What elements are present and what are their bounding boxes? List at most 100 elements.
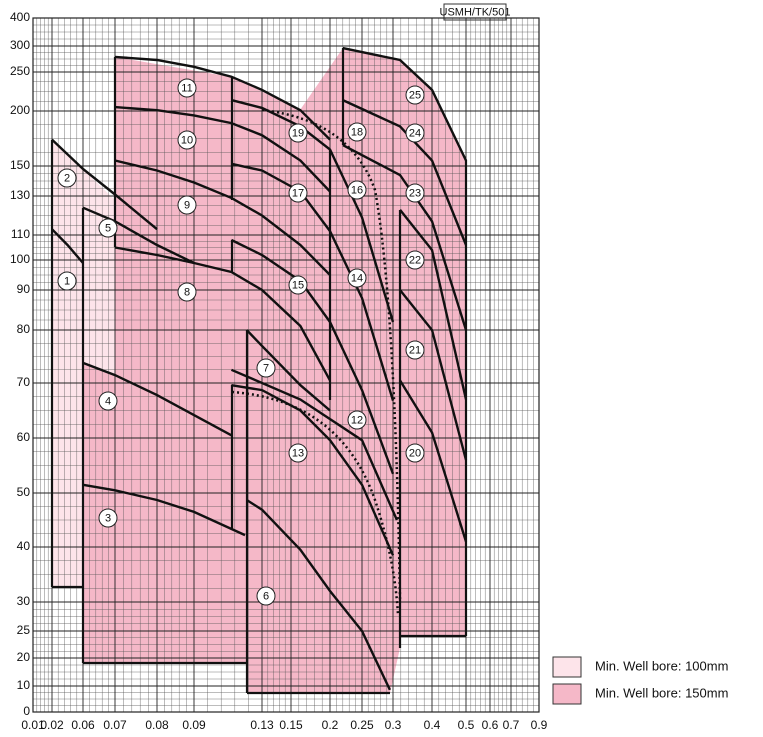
pump-curve: [231, 384, 395, 556]
pump-label: 12: [351, 414, 363, 426]
pump-label: 9: [184, 199, 190, 211]
pump-label-circle: [256, 586, 276, 606]
pump-label: 25: [409, 89, 421, 101]
region-100mm: [52, 140, 115, 587]
pump-curve: [82, 361, 232, 437]
pump-label: 4: [105, 395, 111, 407]
legend-swatch: [552, 656, 582, 678]
pump-label-circle: [177, 195, 197, 215]
pump-label-circle: [347, 268, 367, 288]
pump-label-circle: [98, 508, 118, 528]
pump-label-circle: [347, 410, 367, 430]
pump-curve: [231, 162, 395, 401]
pump-label: 8: [184, 286, 190, 298]
y-tick-label: 130: [10, 188, 30, 202]
pump-curve: [51, 228, 84, 264]
y-tick-label: 110: [11, 227, 30, 241]
pump-label-circle: [347, 122, 367, 142]
pump-label-circle: [288, 123, 308, 143]
x-tick-label: 0.01: [21, 718, 45, 732]
pump-curve: [82, 206, 195, 265]
pump-label: 16: [351, 184, 363, 196]
y-tick-label: 30: [17, 594, 31, 608]
pump-label: 5: [105, 222, 111, 234]
pump-curve: [342, 99, 468, 246]
x-tick-label: 0.6: [482, 718, 499, 732]
pump-label: 10: [181, 134, 193, 146]
pump-label-circle: [405, 340, 425, 360]
pump-label-circle: [256, 358, 276, 378]
pump-label: 6: [263, 590, 269, 602]
pump-curve: [231, 98, 395, 323]
y-tick-label: 400: [10, 10, 30, 24]
pump-label: 20: [409, 447, 421, 459]
y-tick-label: 80: [17, 322, 31, 336]
legend-swatch: [552, 683, 582, 705]
pump-label: 22: [409, 254, 421, 266]
x-tick-label: 0.2: [322, 718, 339, 732]
pump-label-circle: [57, 271, 77, 291]
pump-curve: [342, 46, 468, 162]
x-tick-label: 0.07: [103, 718, 127, 732]
x-tick-label: 0.3: [385, 718, 402, 732]
pump-label: 1: [64, 275, 70, 287]
pump-curve: [114, 55, 331, 141]
x-tick-label: 0.4: [424, 718, 441, 732]
pump-label-circle: [57, 168, 77, 188]
x-tick-label: 0.5: [458, 718, 475, 732]
pump-label-circle: [98, 218, 118, 238]
pump-curve: [246, 498, 391, 691]
pump-curve: [245, 329, 331, 412]
x-tick-label: 0.02: [40, 718, 64, 732]
pump-label-circle: [405, 85, 425, 105]
pump-label: 2: [64, 172, 70, 184]
pump-label-circle: [347, 180, 367, 200]
pump-curve: [230, 238, 395, 475]
x-tick-label: 0.15: [279, 718, 303, 732]
pump-label-circle: [288, 275, 308, 295]
pump-label-circle: [405, 183, 425, 203]
pump-curve: [51, 138, 158, 231]
pump-label: 14: [351, 272, 363, 284]
pump-curve: [114, 159, 331, 276]
pump-label-circle: [177, 78, 197, 98]
y-tick-label: 60: [17, 430, 31, 444]
pump-label: 13: [292, 447, 304, 459]
pump-label: 17: [292, 187, 304, 199]
y-tick-label: 20: [17, 650, 31, 664]
x-tick-label: 0.7: [503, 718, 520, 732]
pump-label-circle: [405, 250, 425, 270]
y-tick-label: 10: [17, 678, 31, 692]
pump-label: 19: [292, 127, 304, 139]
x-tick-label: 0.09: [182, 718, 206, 732]
pump-label-circle: [177, 282, 197, 302]
y-tick-label: 200: [10, 103, 30, 117]
plot-frame: [32, 17, 540, 713]
y-tick-label: 90: [17, 282, 31, 296]
y-tick-label: 25: [17, 623, 31, 637]
pump-label-circle: [405, 443, 425, 463]
pump-label: 23: [409, 187, 421, 199]
pump-curve: [398, 379, 468, 542]
legend-label: Min. Well bore: 150mm: [595, 685, 728, 700]
pump-label: 7: [263, 362, 269, 374]
pump-label-circle: [405, 123, 425, 143]
pump-label: 21: [409, 344, 421, 356]
y-tick-label: 40: [17, 539, 31, 553]
pump-curve: [230, 368, 398, 521]
x-tick-label: 0.08: [145, 718, 169, 732]
legend-label: Min. Well bore: 100mm: [595, 658, 728, 673]
pump-curve: [399, 208, 468, 400]
pump-label-circle: [288, 183, 308, 203]
x-tick-label: 0.9: [531, 718, 548, 732]
pump-label-circle: [288, 443, 308, 463]
chart-code: USMH/TK/501: [440, 6, 511, 18]
y-tick-label: 50: [17, 485, 31, 499]
y-tick-label: 300: [10, 38, 30, 52]
y-tick-label: 0: [23, 704, 30, 718]
pump-curve: [114, 246, 332, 381]
pump-label: 3: [105, 512, 111, 524]
code-box: [443, 3, 507, 21]
pump-label: 18: [351, 126, 363, 138]
